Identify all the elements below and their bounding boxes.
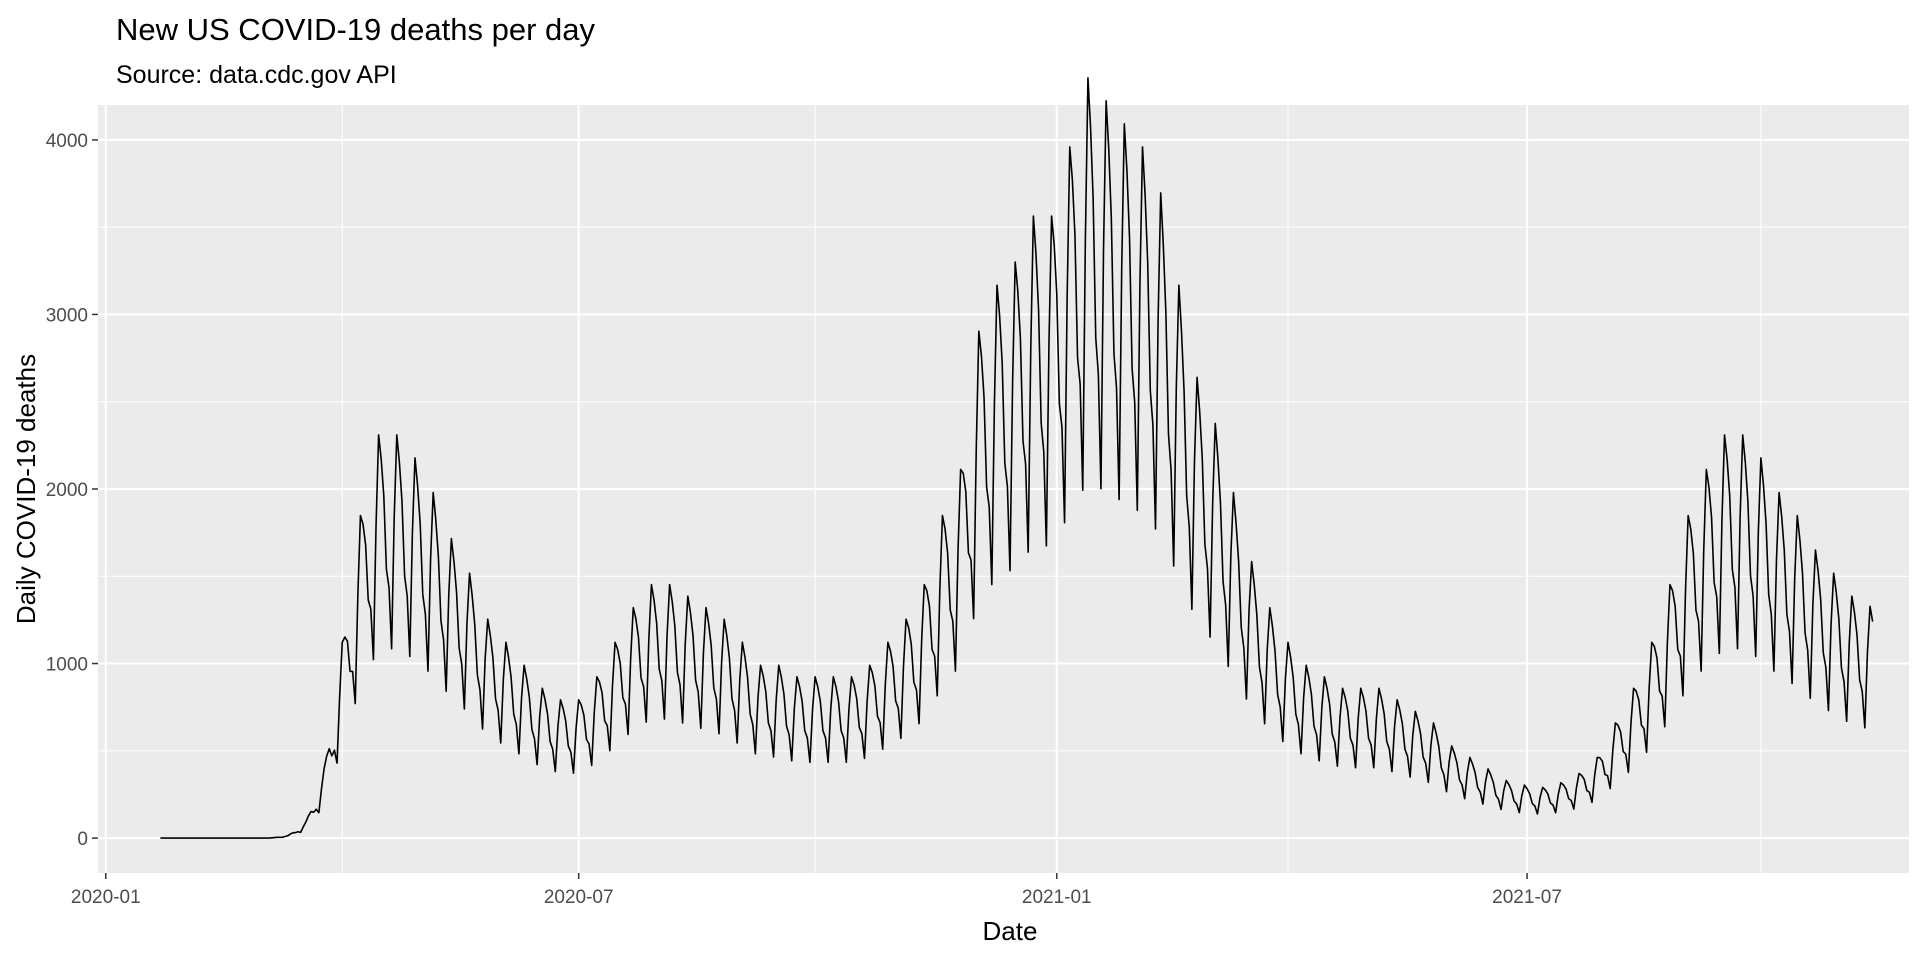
y-tick-label: 4000: [46, 131, 88, 152]
chart-subtitle: Source: data.cdc.gov API: [116, 61, 397, 89]
y-tick-label: 2000: [46, 480, 88, 501]
x-axis: 2020-01 2020-07 2021-01 2021-07: [71, 873, 1562, 908]
series-layer: [160, 76, 1874, 839]
x-axis-title: Date: [983, 916, 1038, 946]
y-tick-label: 1000: [46, 655, 88, 676]
chart-title: New US COVID-19 deaths per day: [116, 12, 595, 47]
x-tick-label: 2020-07: [544, 887, 614, 908]
y-axis-title: Daily COVID-19 deaths: [11, 354, 41, 624]
x-tick-label: 2021-07: [1492, 887, 1562, 908]
y-tick-label: 0: [77, 829, 88, 850]
y-axis: 0 1000 2000 3000 4000: [46, 131, 98, 850]
x-tick-label: 2021-01: [1022, 887, 1092, 908]
y-tick-label: 3000: [46, 305, 88, 326]
major-gridlines: [98, 105, 1909, 873]
x-tick-label: 2020-01: [71, 887, 141, 908]
series-line: [160, 76, 1874, 839]
